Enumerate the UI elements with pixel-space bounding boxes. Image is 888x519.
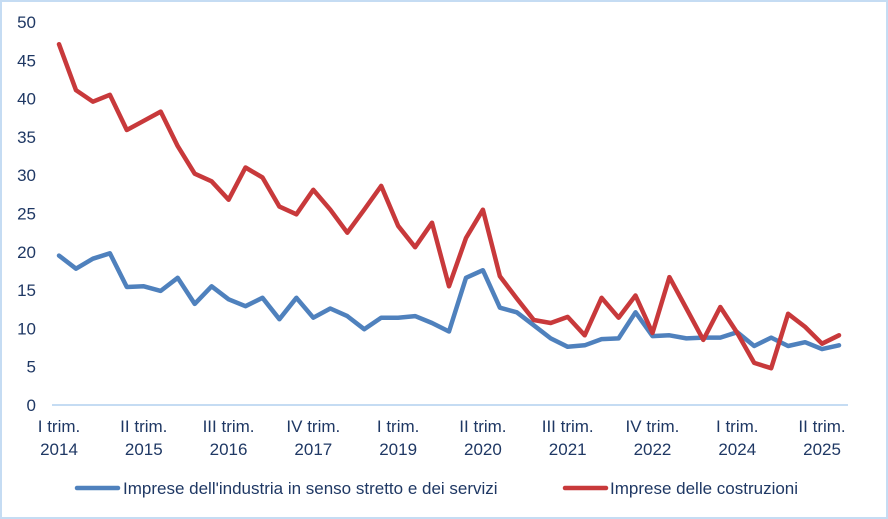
x-tick-label-quarter: III trim.: [203, 417, 255, 436]
x-tick-label-year: 2017: [294, 440, 332, 459]
series-line-1: [56, 41, 842, 371]
y-tick-label: 50: [17, 13, 36, 32]
y-tick-label: 5: [27, 358, 36, 377]
x-tick-label-year: 2019: [379, 440, 417, 459]
y-tick-label: 0: [27, 396, 36, 415]
x-tick-label-year: 2020: [464, 440, 502, 459]
x-tick-label-quarter: I trim.: [716, 417, 759, 436]
x-tick-label-year: 2025: [803, 440, 841, 459]
x-tick-label-year: 2014: [40, 440, 78, 459]
x-tick-label-quarter: IV trim.: [286, 417, 340, 436]
x-tick-label-quarter: I trim.: [377, 417, 420, 436]
x-tick-label-quarter: II trim.: [798, 417, 845, 436]
y-tick-label: 15: [17, 281, 36, 300]
y-tick-label: 25: [17, 205, 36, 224]
series-line-0: [56, 251, 842, 352]
x-tick-label-quarter: II trim.: [459, 417, 506, 436]
x-tick-label-year: 2024: [718, 440, 756, 459]
y-tick-label: 35: [17, 128, 36, 147]
y-tick-label: 40: [17, 90, 36, 109]
x-tick-label-year: 2016: [210, 440, 248, 459]
x-tick-label-quarter: III trim.: [542, 417, 594, 436]
y-tick-label: 45: [17, 51, 36, 70]
y-tick-label: 30: [17, 166, 36, 185]
x-tick-label-year: 2021: [549, 440, 587, 459]
x-tick-label-quarter: II trim.: [120, 417, 167, 436]
x-tick-label-quarter: IV trim.: [626, 417, 680, 436]
y-tick-label: 10: [17, 319, 36, 338]
x-tick-label-year: 2022: [634, 440, 672, 459]
legend-label: Imprese delle costruzioni: [610, 479, 798, 498]
legend-label: Imprese dell'industria in senso stretto …: [123, 479, 498, 498]
x-tick-label-quarter: I trim.: [38, 417, 81, 436]
x-tick-label-year: 2015: [125, 440, 163, 459]
y-tick-label: 20: [17, 243, 36, 262]
